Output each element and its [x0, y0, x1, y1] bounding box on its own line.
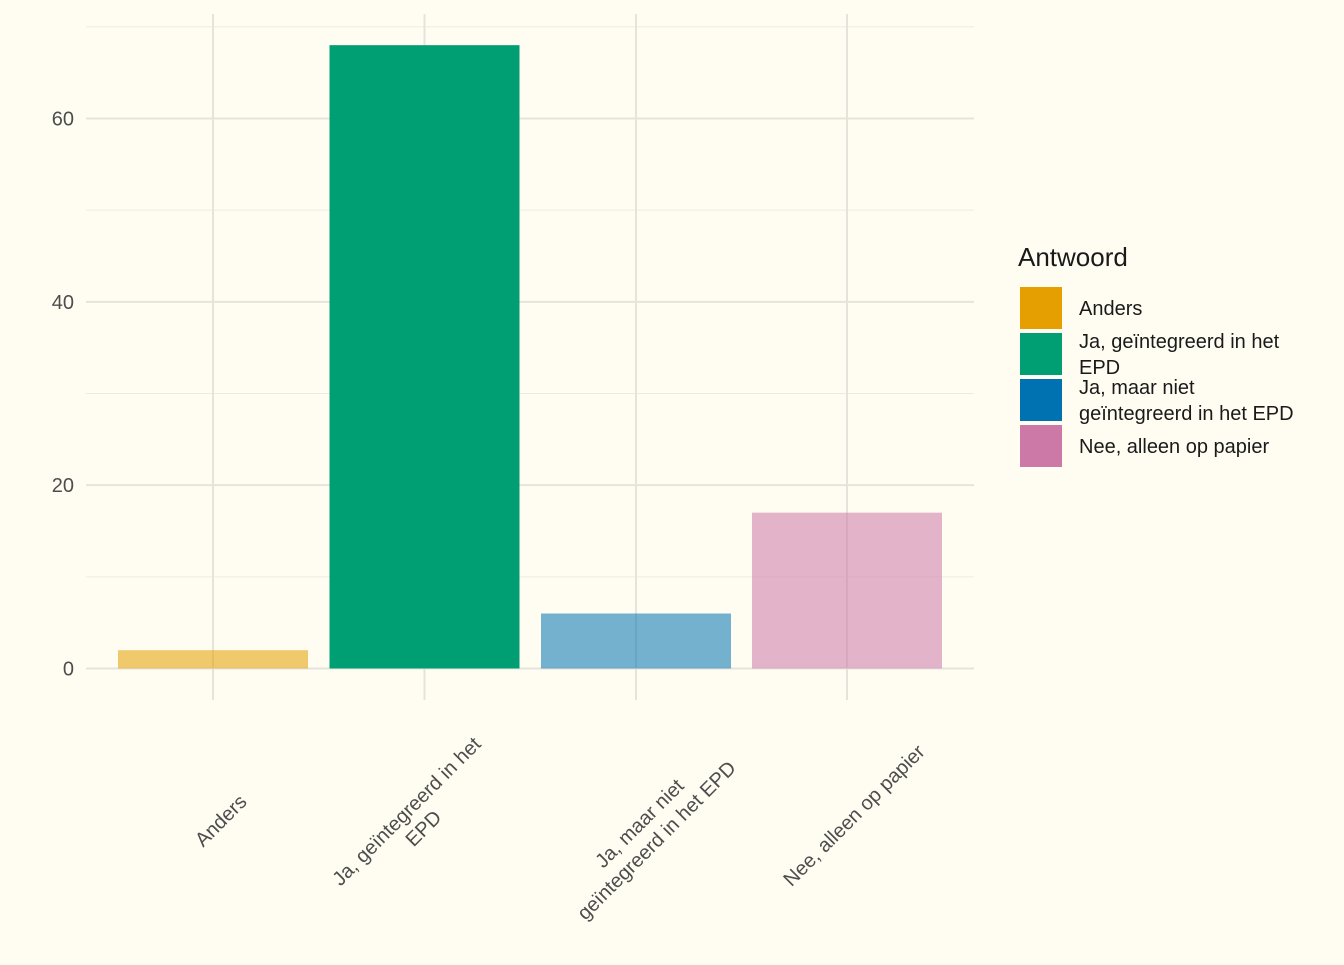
y-tick-label: 40	[52, 292, 74, 314]
bars	[118, 45, 942, 669]
legend-label: Ja, maar niet geïntegreerd in het EPD	[1079, 377, 1294, 425]
bar-3	[541, 613, 731, 669]
x-tick-label: Nee, alleen op papier	[779, 741, 929, 891]
legend-label: Ja, geïntegreerd in het EPD	[1079, 331, 1280, 379]
bar-1	[118, 650, 308, 669]
legend-label: Anders	[1079, 298, 1142, 320]
bar-2	[329, 45, 520, 669]
y-tick-label: 0	[63, 659, 74, 681]
y-axis: 0 20 40 60	[52, 109, 74, 681]
x-tick-label: Anders	[191, 791, 251, 851]
legend-key-3	[1020, 379, 1062, 421]
legend-label: Nee, alleen op papier	[1079, 436, 1269, 458]
legend-key-1	[1020, 287, 1062, 329]
y-tick-label: 20	[52, 475, 74, 497]
y-tick-label: 60	[52, 109, 74, 131]
legend: Antwoord Anders Ja, geïntegreerd in het EP…	[1018, 242, 1294, 467]
x-axis: Anders Ja, geïntegreerd in hetEPD Ja, maar…	[191, 733, 930, 924]
legend-key-2	[1020, 333, 1062, 375]
bar-4	[752, 512, 942, 669]
legend-title: Antwoord	[1018, 242, 1128, 272]
x-tick-label: Ja, geïntegreerd in hetEPD	[328, 733, 502, 907]
x-tick-label: Ja, maar nietgeïntegreerd in het EPD	[556, 740, 740, 924]
legend-key-4	[1020, 425, 1062, 467]
